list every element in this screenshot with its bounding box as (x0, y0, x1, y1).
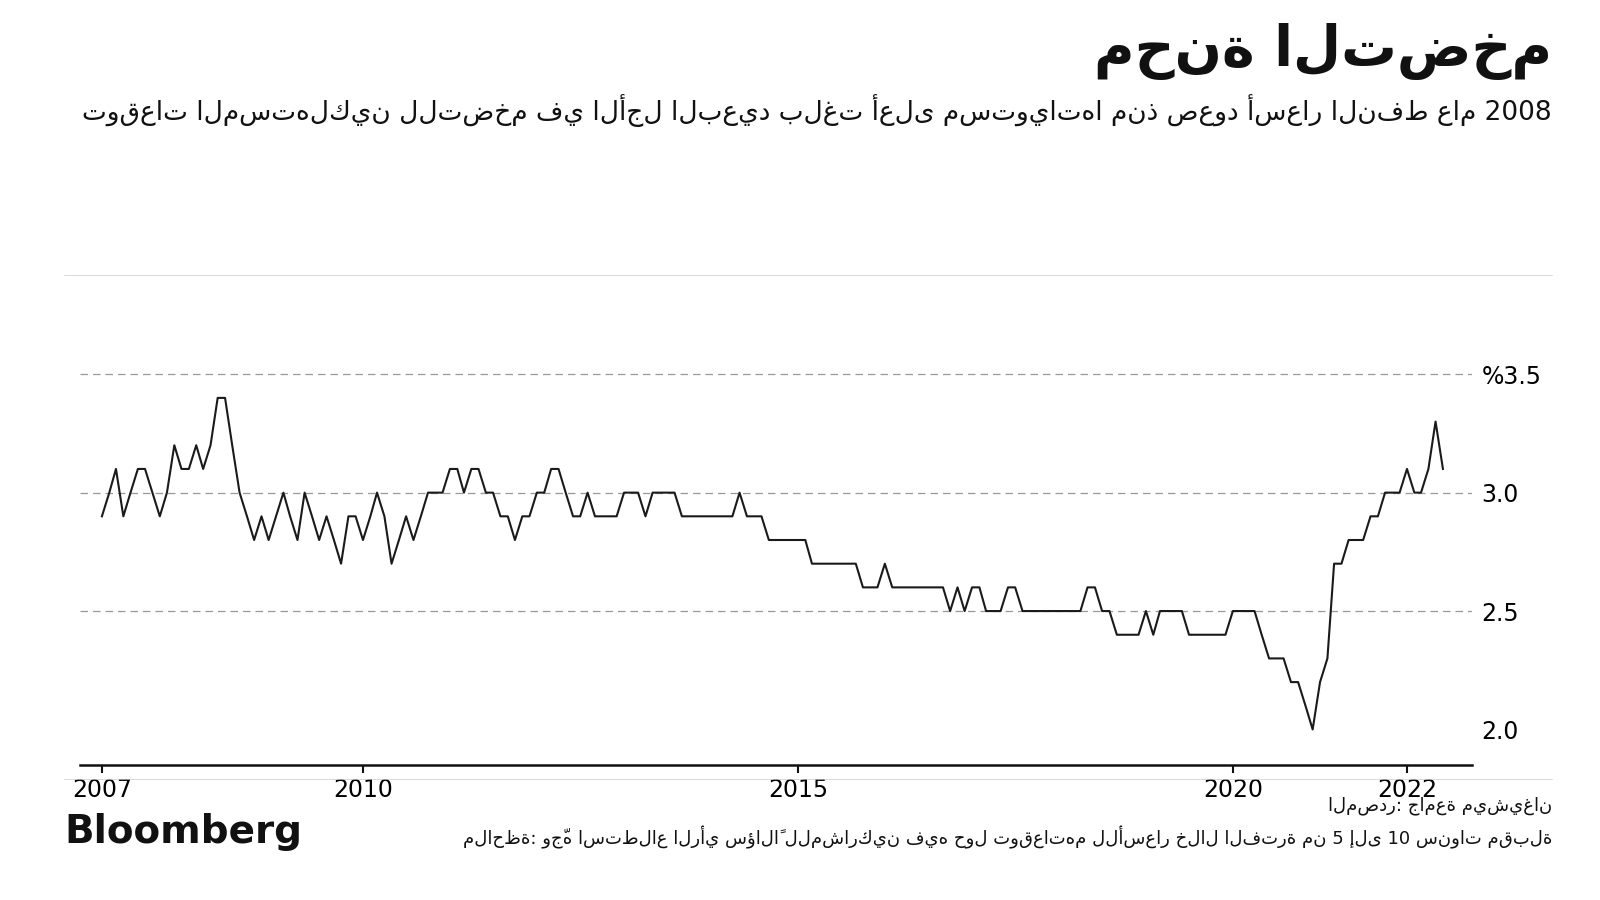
Text: ملاحظة: وجّه استطلاع الرأي سؤالاً للمشاركين فيه حول توقعاتهم للأسعار خلال الفترة: ملاحظة: وجّه استطلاع الرأي سؤالاً للمشار… (462, 826, 1552, 850)
Text: توقعات المستهلكين للتضخم في الأجل البعيد بلغت أعلى مستوياتها منذ صعود أسعار النف: توقعات المستهلكين للتضخم في الأجل البعيد… (82, 94, 1552, 128)
Text: المصدر: جامعة ميشيغان: المصدر: جامعة ميشيغان (1328, 796, 1552, 815)
Text: محنة التضخم: محنة التضخم (1094, 22, 1552, 79)
Text: Bloomberg: Bloomberg (64, 813, 302, 850)
